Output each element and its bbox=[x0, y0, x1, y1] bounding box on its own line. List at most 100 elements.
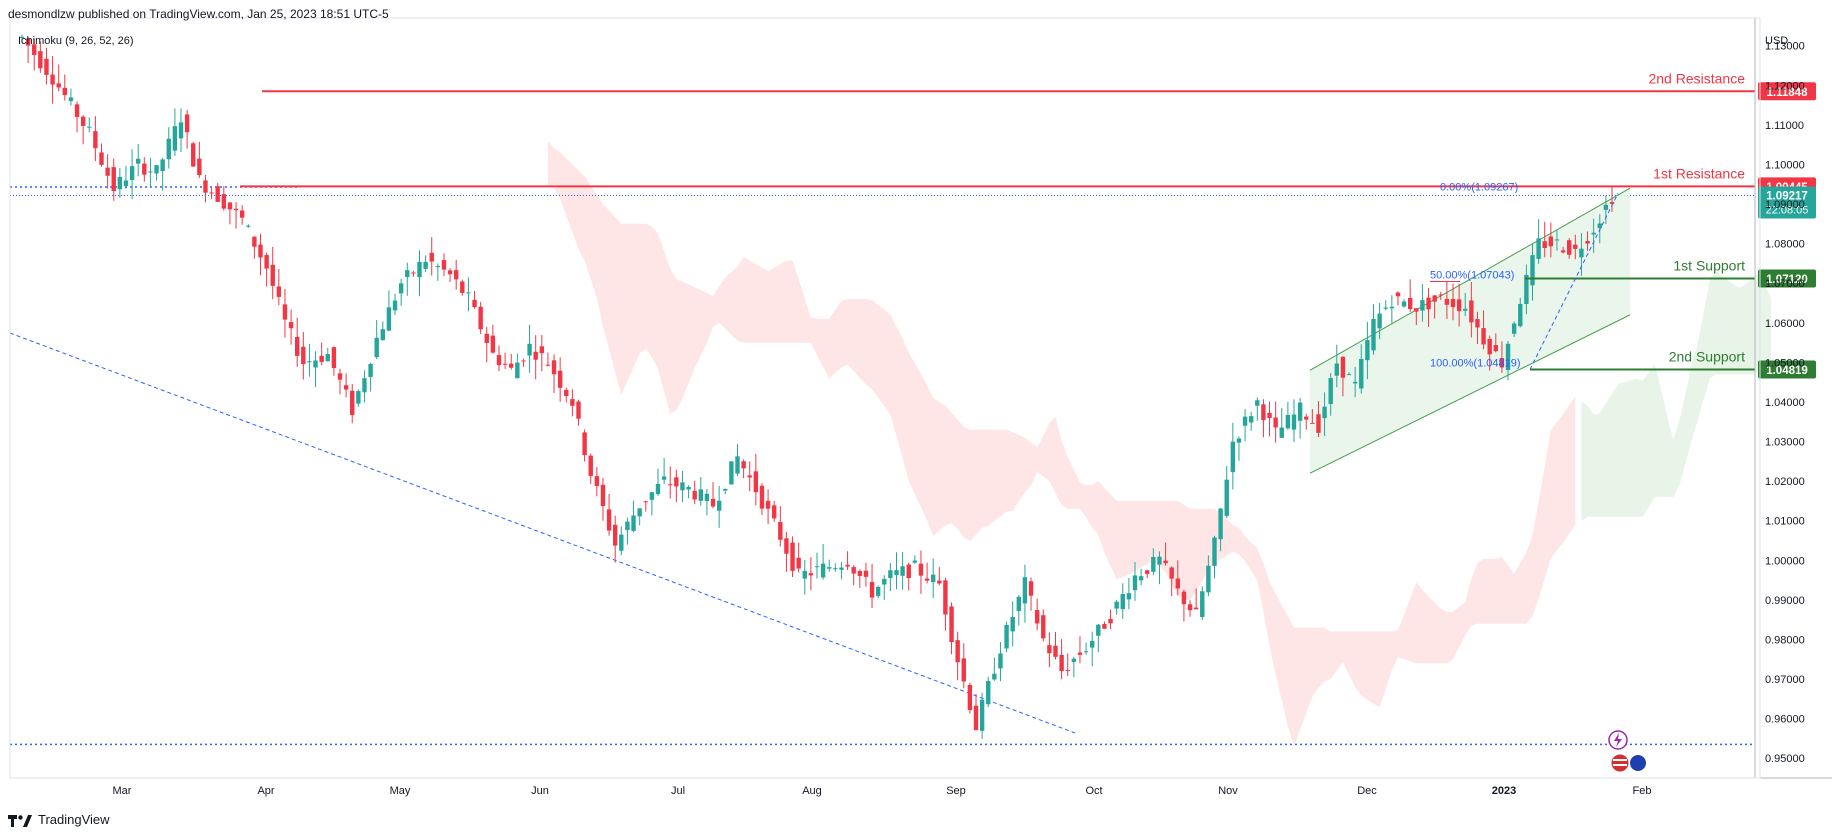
candle[interactable] bbox=[704, 489, 710, 516]
candle[interactable] bbox=[331, 346, 337, 376]
candle[interactable] bbox=[539, 335, 545, 372]
candle[interactable] bbox=[1261, 399, 1266, 438]
candle[interactable] bbox=[1163, 542, 1168, 566]
candle[interactable] bbox=[472, 291, 477, 309]
candle[interactable] bbox=[429, 237, 434, 276]
candle[interactable] bbox=[1273, 401, 1278, 443]
candle[interactable] bbox=[686, 485, 691, 499]
candle[interactable] bbox=[142, 157, 147, 182]
candle[interactable] bbox=[1102, 621, 1107, 630]
candle[interactable] bbox=[1200, 586, 1205, 620]
candle[interactable] bbox=[87, 117, 92, 133]
candle[interactable] bbox=[765, 489, 771, 524]
candle[interactable] bbox=[1218, 508, 1223, 552]
candle[interactable] bbox=[1328, 373, 1333, 416]
candle[interactable] bbox=[827, 559, 832, 572]
candle[interactable] bbox=[148, 157, 153, 187]
candle[interactable] bbox=[264, 252, 269, 287]
candle[interactable] bbox=[1304, 413, 1309, 430]
candle[interactable] bbox=[619, 526, 624, 556]
fib-label[interactable]: 50.00%(1.07043) bbox=[1430, 270, 1514, 282]
candle[interactable] bbox=[955, 631, 960, 681]
candle[interactable] bbox=[1603, 195, 1609, 225]
candle[interactable] bbox=[246, 224, 251, 228]
candle[interactable] bbox=[252, 236, 257, 259]
candle[interactable] bbox=[759, 483, 765, 516]
candle[interactable] bbox=[1481, 310, 1486, 350]
candle[interactable] bbox=[1224, 466, 1229, 519]
candle[interactable] bbox=[423, 255, 428, 273]
candle[interactable] bbox=[19, 34, 25, 43]
candle[interactable] bbox=[1487, 335, 1492, 371]
candle[interactable] bbox=[1169, 566, 1174, 597]
candle[interactable] bbox=[123, 165, 129, 189]
fib-label[interactable]: 0.00%(1.09267) bbox=[1440, 181, 1518, 193]
candle[interactable] bbox=[729, 461, 734, 485]
candle[interactable] bbox=[368, 362, 373, 392]
candle[interactable] bbox=[386, 290, 392, 332]
candle[interactable] bbox=[166, 127, 171, 169]
candle[interactable] bbox=[1518, 297, 1523, 328]
candle[interactable] bbox=[655, 468, 661, 496]
candle[interactable] bbox=[160, 157, 165, 191]
candle[interactable] bbox=[1096, 624, 1101, 653]
candle[interactable] bbox=[356, 389, 361, 407]
candle[interactable] bbox=[1138, 568, 1144, 586]
candle[interactable] bbox=[1267, 401, 1272, 437]
candle[interactable] bbox=[490, 324, 496, 354]
candle[interactable] bbox=[1022, 564, 1028, 623]
candle[interactable] bbox=[1004, 621, 1009, 653]
candle[interactable] bbox=[906, 562, 911, 591]
candle[interactable] bbox=[1469, 282, 1474, 338]
candle[interactable] bbox=[135, 143, 141, 177]
candle[interactable] bbox=[1310, 409, 1315, 424]
candle[interactable] bbox=[233, 202, 239, 229]
candle[interactable] bbox=[723, 488, 728, 495]
fib-label[interactable]: 100.00%(1.04819) bbox=[1430, 358, 1521, 370]
candle[interactable] bbox=[1047, 632, 1052, 668]
candle[interactable] bbox=[649, 491, 655, 516]
candle[interactable] bbox=[105, 154, 110, 189]
candle[interactable] bbox=[753, 453, 759, 506]
candle[interactable] bbox=[1389, 295, 1395, 325]
candle[interactable] bbox=[943, 577, 948, 631]
candle[interactable] bbox=[588, 453, 593, 485]
candle[interactable] bbox=[1071, 656, 1077, 678]
candle[interactable] bbox=[820, 544, 826, 580]
candle[interactable] bbox=[1285, 401, 1291, 430]
candle[interactable] bbox=[1151, 548, 1156, 576]
candle[interactable] bbox=[1181, 589, 1187, 622]
candle[interactable] bbox=[833, 563, 838, 572]
candle[interactable] bbox=[374, 319, 379, 360]
candle[interactable] bbox=[1334, 344, 1340, 388]
candle[interactable] bbox=[1248, 411, 1254, 431]
candle[interactable] bbox=[973, 694, 979, 731]
candle[interactable] bbox=[986, 676, 991, 708]
candle[interactable] bbox=[1077, 636, 1083, 664]
candle[interactable] bbox=[1536, 219, 1541, 264]
candle[interactable] bbox=[276, 268, 282, 306]
candle[interactable] bbox=[545, 352, 551, 367]
level-2nd-support[interactable]: 2nd Support 1.04819 bbox=[1530, 349, 1816, 379]
candle[interactable] bbox=[1255, 397, 1260, 421]
candle[interactable] bbox=[319, 342, 324, 366]
candle[interactable] bbox=[888, 563, 893, 592]
candle[interactable] bbox=[784, 532, 789, 572]
candle[interactable] bbox=[515, 353, 520, 379]
candle[interactable] bbox=[197, 141, 202, 178]
candle[interactable] bbox=[362, 370, 367, 403]
candle[interactable] bbox=[802, 559, 807, 595]
candle[interactable] bbox=[1089, 631, 1095, 667]
candle[interactable] bbox=[710, 482, 716, 509]
candle[interactable] bbox=[80, 115, 86, 145]
candle[interactable] bbox=[1475, 311, 1480, 344]
candle[interactable] bbox=[1554, 230, 1560, 251]
candle[interactable] bbox=[1499, 341, 1505, 373]
candle[interactable] bbox=[1365, 321, 1370, 380]
candle[interactable] bbox=[411, 270, 416, 277]
candle[interactable] bbox=[509, 353, 514, 370]
level-2nd-resistance[interactable]: 2nd Resistance 1.11848 bbox=[262, 70, 1816, 101]
candle[interactable] bbox=[435, 263, 441, 281]
candle[interactable] bbox=[56, 64, 61, 92]
candle[interactable] bbox=[1511, 321, 1517, 337]
